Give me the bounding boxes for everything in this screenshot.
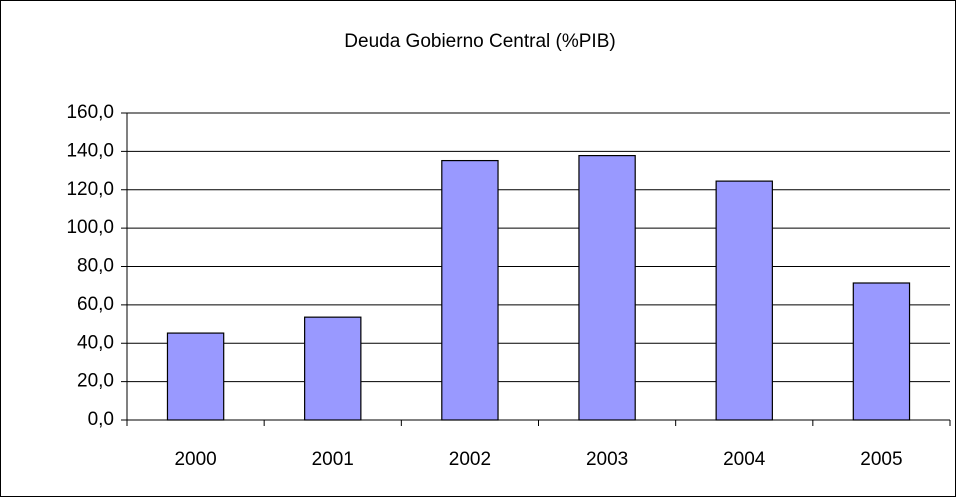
chart-title: Deuda Gobierno Central (%PIB): [344, 31, 615, 52]
bar: [304, 316, 362, 421]
y-tick-label: 100,0: [66, 217, 114, 238]
x-tick-label: 2003: [586, 449, 628, 470]
y-tick-label: 80,0: [77, 256, 114, 277]
bar: [578, 154, 636, 421]
y-tick-label: 40,0: [77, 332, 114, 353]
x-tick-label: 2002: [449, 449, 491, 470]
y-tick-label: 160,0: [66, 102, 114, 123]
x-tick-label: 2001: [312, 449, 354, 470]
y-tick-label: 60,0: [77, 294, 114, 315]
y-tick-label: 0,0: [88, 409, 114, 430]
x-tick-label: 2004: [723, 449, 766, 470]
x-tick-label: 2000: [174, 449, 216, 470]
y-tick-label: 140,0: [66, 140, 114, 161]
x-tick-label: 2005: [860, 449, 902, 470]
bar: [441, 159, 499, 421]
bar: [852, 282, 911, 421]
bar: [715, 180, 773, 421]
bar: [166, 332, 225, 421]
y-tick-label: 20,0: [77, 371, 114, 392]
y-tick-label: 120,0: [66, 179, 114, 200]
